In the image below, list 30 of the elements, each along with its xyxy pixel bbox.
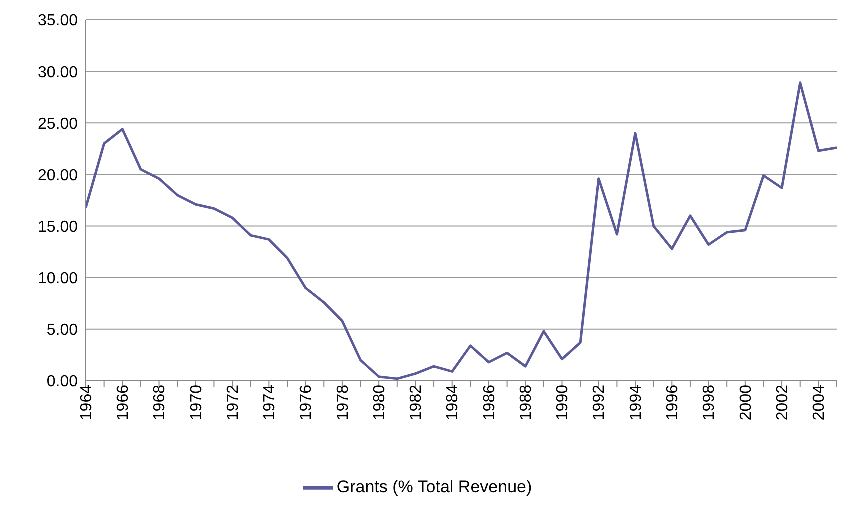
x-tick-label: 1996 <box>664 384 682 421</box>
x-tick-label: 1982 <box>408 384 426 421</box>
x-tick-label: 1980 <box>371 384 388 421</box>
x-tick-label: 1964 <box>78 384 96 421</box>
x-tick-label: 1994 <box>628 384 645 421</box>
x-tick-label: 2002 <box>774 384 792 421</box>
x-tick-label: 1976 <box>298 384 316 421</box>
y-tick-label: 30.00 <box>38 64 78 82</box>
y-tick-label: 35.00 <box>38 12 78 30</box>
legend-label: Grants (% Total Revenue) <box>336 477 532 496</box>
x-tick-label: 2000 <box>738 384 755 421</box>
x-tick-label: 1984 <box>444 384 462 421</box>
y-tick-label: 10.00 <box>38 270 78 288</box>
x-tick-label: 1974 <box>262 384 279 421</box>
x-tick-label: 1970 <box>188 384 206 421</box>
y-tick-label: 0.00 <box>46 374 78 391</box>
x-tick-label: 1992 <box>591 384 608 421</box>
y-tick-label: 25.00 <box>38 116 78 133</box>
y-tick-label: 5.00 <box>46 322 78 340</box>
x-tick-label: 1972 <box>224 384 242 421</box>
y-tick-label: 15.00 <box>38 218 78 236</box>
x-tick-label: 1966 <box>114 384 132 421</box>
x-tick-label: 1986 <box>481 384 498 421</box>
x-tick-label: 2004 <box>811 384 828 421</box>
x-tick-label: 1998 <box>701 384 718 421</box>
x-tick-label: 1968 <box>152 384 169 421</box>
x-tick-label: 1990 <box>554 384 572 421</box>
x-tick-label: 1978 <box>334 384 352 421</box>
y-tick-label: 20.00 <box>38 167 78 184</box>
x-tick-label: 1988 <box>518 384 535 421</box>
